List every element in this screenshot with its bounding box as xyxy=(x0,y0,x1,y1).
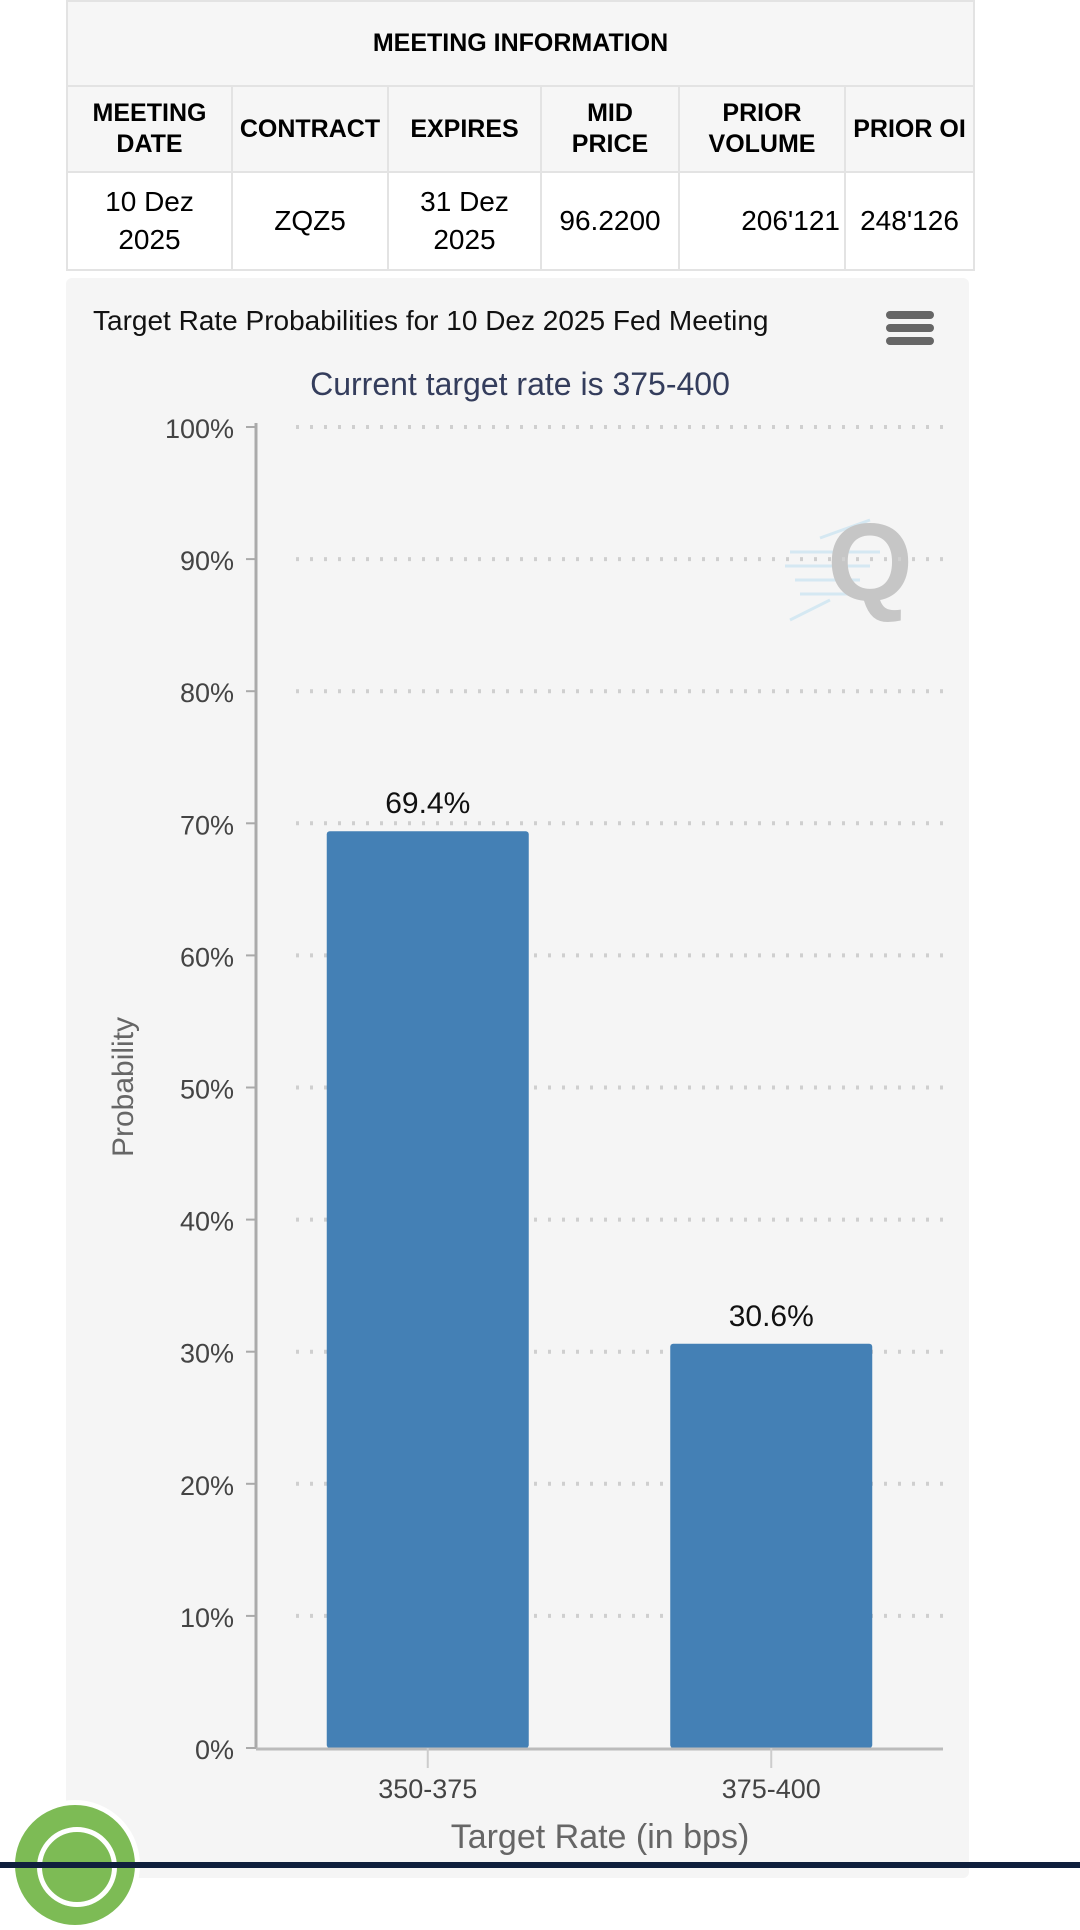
y-axis-title: Probability xyxy=(107,1017,140,1157)
cell-prior-volume: 206'121 xyxy=(678,171,846,271)
y-tick-label: 70% xyxy=(180,810,234,840)
bottom-bar xyxy=(0,1862,1080,1868)
meeting-information-table: MEETING INFORMATION MEETING DATE CONTRAC… xyxy=(65,0,976,271)
y-tick-label: 40% xyxy=(180,1207,234,1237)
cell-prior-oi: 248'126 xyxy=(843,171,976,271)
header-mid-price: MID PRICE xyxy=(540,85,680,173)
y-tick-label: 80% xyxy=(180,678,234,708)
y-tick-label: 60% xyxy=(180,942,234,972)
hamburger-menu-icon[interactable] xyxy=(886,311,934,349)
data-label: 30.6% xyxy=(729,1300,814,1333)
cell-meeting-date: 10 Dez 2025 xyxy=(66,171,233,271)
x-tick-label: 350-375 xyxy=(378,1774,477,1804)
y-tick-label: 90% xyxy=(180,546,234,576)
header-prior-oi: PRIOR OI xyxy=(843,85,976,173)
y-tick-label: 100% xyxy=(165,414,234,444)
meeting-information-title: MEETING INFORMATION xyxy=(65,0,976,87)
x-axis-title: Target Rate (in bps) xyxy=(451,1818,750,1856)
bar-chart: Q 69.4% 30.6% 0% 10% 20% 30% 40% 50% 60% 70% 80% 9… xyxy=(107,414,943,1856)
y-tick-label: 10% xyxy=(180,1603,234,1633)
y-tick-label: 20% xyxy=(180,1471,234,1501)
data-label: 69.4% xyxy=(385,787,470,820)
y-tick-label: 0% xyxy=(195,1735,234,1765)
chart-subtitle: Current target rate is 375-400 xyxy=(310,366,730,402)
watermark-logo: Q xyxy=(785,501,913,624)
header-meeting-date: MEETING DATE xyxy=(66,85,233,173)
header-prior-volume: PRIOR VOLUME xyxy=(678,85,846,173)
cell-mid-price: 96.2200 xyxy=(540,171,680,271)
bar-375-400[interactable] xyxy=(670,1343,873,1748)
header-expires: EXPIRES xyxy=(387,85,542,173)
header-contract: CONTRACT xyxy=(231,85,389,173)
table-row: 10 Dez 2025 ZQZ5 31 Dez 2025 96.2200 206… xyxy=(66,171,976,271)
y-tick-label: 30% xyxy=(180,1339,234,1369)
cell-contract: ZQZ5 xyxy=(231,171,389,271)
svg-text:Q: Q xyxy=(827,501,913,624)
x-tick-label: 375-400 xyxy=(722,1774,821,1804)
bar-350-375[interactable] xyxy=(326,831,529,1748)
y-tick-label: 50% xyxy=(180,1075,234,1105)
cell-expires: 31 Dez 2025 xyxy=(387,171,542,271)
chart-title: Target Rate Probabilities for 10 Dez 202… xyxy=(93,305,769,336)
